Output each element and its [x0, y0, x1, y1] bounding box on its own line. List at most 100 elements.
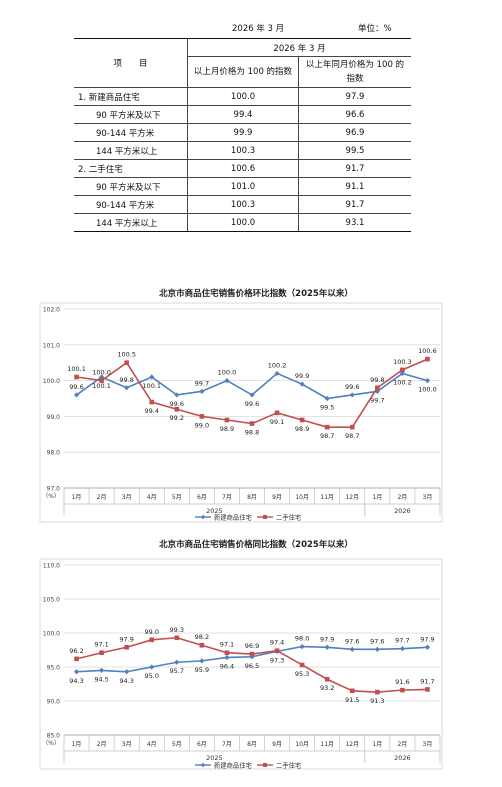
data-point [299, 381, 305, 387]
data-label: 100.1 [67, 365, 86, 373]
data-point [124, 360, 129, 365]
y-tick-label: 102.0 [43, 307, 60, 314]
data-label: 100.1 [92, 382, 111, 390]
x-tick-label: 5月 [172, 741, 182, 748]
data-label: 96.2 [69, 647, 83, 655]
y-tick-label: 90.0 [47, 699, 61, 706]
y-tick-label: 85.0 [47, 733, 61, 740]
data-label: 91.5 [345, 696, 359, 704]
data-point [400, 687, 405, 693]
x-tick-label: 11月 [320, 494, 334, 501]
x-tick-label: 1月 [372, 494, 382, 501]
row-yoy: 93.1 [298, 213, 411, 232]
year-label: 2026 [394, 507, 411, 515]
data-point [400, 367, 405, 373]
data-label: 97.9 [420, 635, 434, 643]
data-point [399, 370, 405, 377]
year-label: 2025 [206, 754, 223, 762]
data-point [349, 392, 355, 398]
data-label: 100.5 [117, 351, 136, 359]
data-label: 100.3 [393, 358, 412, 366]
data-point [424, 378, 431, 384]
y-tick-label: 110.0 [43, 563, 60, 570]
x-tick-label: 3月 [122, 741, 132, 748]
data-label: 99.6 [245, 400, 259, 408]
data-point [425, 356, 430, 362]
x-tick-label: 3月 [423, 494, 433, 501]
table-row: 1. 新建商品住宅 100.0 97.9 [74, 87, 411, 106]
y-tick-label: 98.0 [47, 450, 61, 457]
data-point [224, 417, 230, 423]
data-point [424, 644, 431, 650]
row-yoy: 96.6 [298, 105, 411, 124]
row-mom: 100.0 [187, 87, 299, 106]
row-label: 90 平方米及以下 [74, 177, 188, 196]
data-point [249, 651, 255, 657]
data-label: 97.6 [370, 637, 384, 645]
data-label: 97.7 [395, 637, 409, 645]
row-mom: 101.0 [187, 177, 299, 196]
data-point [174, 635, 180, 641]
data-point [374, 646, 380, 652]
x-tick-label: 4月 [147, 741, 157, 748]
x-tick-label: 4月 [147, 494, 157, 501]
x-tick-label: 3月 [423, 741, 433, 748]
yoy-index-chart: 北京市商品住宅销售价格同比指数（2025年以来） 85.0 90.0 95.0 100.… [0, 535, 502, 775]
x-tick-label: 12月 [345, 741, 359, 748]
x-tick-label: 3月 [122, 494, 132, 501]
data-label: 98.8 [245, 429, 259, 437]
legend-marker [200, 762, 206, 768]
data-point [349, 688, 355, 694]
table-header: 2026 年 3 月 单位：% [0, 22, 502, 38]
data-point [99, 650, 104, 656]
row-mom: 100.3 [187, 195, 299, 214]
data-label: 96.9 [245, 642, 259, 650]
data-label: 91.3 [370, 697, 384, 705]
data-point [299, 662, 305, 668]
x-tick-label: 12月 [345, 494, 359, 501]
data-label: 99.6 [170, 400, 184, 408]
year-label: 2025 [206, 507, 223, 515]
row-mom: 100.0 [187, 213, 299, 232]
data-label: 99.8 [119, 376, 133, 384]
row-yoy: 91.7 [298, 159, 411, 178]
data-point [149, 637, 155, 643]
col-item-header: 项 目 [74, 38, 188, 88]
row-yoy: 91.1 [298, 177, 411, 196]
mom-chart-svg: 北京市商品住宅销售价格环比指数（2025年以来） 97.0 98.0 99.0 100.… [39, 288, 443, 523]
data-point [249, 421, 255, 426]
legend-marker [200, 514, 206, 520]
data-point [274, 648, 280, 653]
data-label: 99.4 [144, 407, 158, 415]
legend-label: 二手住宅 [276, 760, 301, 769]
legend-label: 新建商品住宅 [214, 760, 252, 769]
data-point [299, 644, 305, 650]
data-point [99, 667, 105, 673]
legend-label: 新建商品住宅 [214, 512, 252, 521]
data-point [324, 424, 330, 430]
data-label: 100.1 [142, 382, 161, 390]
x-tick-label: 9月 [272, 741, 282, 748]
data-label: 96.5 [245, 662, 259, 670]
data-point [324, 644, 330, 650]
data-label: 97.1 [220, 641, 234, 649]
data-point [199, 642, 205, 648]
data-point [274, 370, 280, 377]
data-point [399, 646, 405, 652]
row-label: 90 平方米及以下 [74, 105, 188, 124]
data-label: 93.2 [320, 684, 334, 692]
x-tick-label: 2月 [397, 494, 407, 501]
data-label: 98.0 [295, 635, 309, 643]
data-point [274, 410, 280, 416]
data-point [74, 656, 79, 662]
data-label: 99.0 [195, 421, 209, 429]
data-point [349, 424, 355, 430]
y-tick-label: 101.0 [43, 342, 60, 349]
y-unit-label: （%） [42, 740, 60, 747]
col-period-header: 2026 年 3 月 [187, 38, 411, 57]
data-label: 94.3 [119, 677, 133, 685]
data-label: 97.6 [345, 637, 359, 645]
y-unit-label: （%） [42, 493, 60, 500]
data-point [224, 650, 230, 656]
data-point [324, 395, 330, 402]
